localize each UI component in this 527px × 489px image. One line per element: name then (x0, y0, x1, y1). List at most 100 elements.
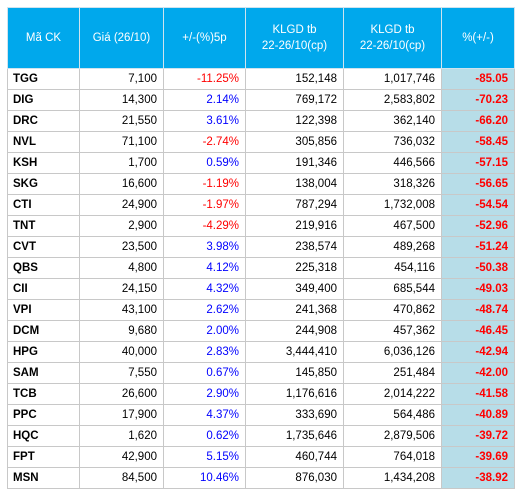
stock-code-cell: HQC (7, 425, 80, 447)
percent-cell: -70.23 (441, 89, 515, 111)
table-row: DIG 14,300 2.14% 769,172 2,583,802 -70.23 (7, 89, 515, 111)
price-cell: 7,550 (79, 362, 164, 384)
price-cell: 24,150 (79, 278, 164, 300)
change-cell: 2.83% (163, 341, 246, 363)
change-cell: 0.59% (163, 152, 246, 174)
table-row: VPI 43,100 2.62% 241,368 470,862 -48.74 (7, 299, 515, 321)
price-cell: 43,100 (79, 299, 164, 321)
volume-2-cell: 467,500 (343, 215, 442, 237)
volume-2-cell: 489,268 (343, 236, 442, 258)
percent-cell: -40.89 (441, 404, 515, 426)
table-row: CII 24,150 4.32% 349,400 685,544 -49.03 (7, 278, 515, 300)
table-row: HPG 40,000 2.83% 3,444,410 6,036,126 -42.94 (7, 341, 515, 363)
volume-2-cell: 764,018 (343, 446, 442, 468)
percent-cell: -54.54 (441, 194, 515, 216)
price-cell: 2,900 (79, 215, 164, 237)
table-row: QBS 4,800 4.12% 225,318 454,116 -50.38 (7, 257, 515, 279)
price-cell: 16,600 (79, 173, 164, 195)
volume-1-cell: 191,346 (245, 152, 344, 174)
table-row: CTI 24,900 -1.97% 787,294 1,732,008 -54.54 (7, 194, 515, 216)
price-cell: 23,500 (79, 236, 164, 258)
table-row: TNT 2,900 -4.29% 219,916 467,500 -52.96 (7, 215, 515, 237)
change-cell: 3.61% (163, 110, 246, 132)
volume-1-cell: 787,294 (245, 194, 344, 216)
header-row: Mã CK Giá (26/10) +/-(%)5p KLGD tb 22-26… (7, 7, 515, 69)
volume-2-cell: 446,566 (343, 152, 442, 174)
volume-2-cell: 2,879,506 (343, 425, 442, 447)
volume-1-cell: 769,172 (245, 89, 344, 111)
change-cell: 2.14% (163, 89, 246, 111)
change-cell: 4.32% (163, 278, 246, 300)
stock-code-cell: FPT (7, 446, 80, 468)
table-row: CVT 23,500 3.98% 238,574 489,268 -51.24 (7, 236, 515, 258)
table-row: SKG 16,600 -1.19% 138,004 318,326 -56.65 (7, 173, 515, 195)
volume-2-cell: 362,140 (343, 110, 442, 132)
volume-2-cell: 564,486 (343, 404, 442, 426)
percent-cell: -38.92 (441, 467, 515, 489)
volume-1-cell: 1,735,646 (245, 425, 344, 447)
percent-cell: -49.03 (441, 278, 515, 300)
percent-cell: -85.05 (441, 68, 515, 90)
stock-code-cell: PPC (7, 404, 80, 426)
header-change: +/-(%)5p (163, 7, 246, 69)
stock-code-cell: TNT (7, 215, 80, 237)
change-cell: 2.00% (163, 320, 246, 342)
percent-cell: -66.20 (441, 110, 515, 132)
percent-cell: -46.45 (441, 320, 515, 342)
volume-1-cell: 244,908 (245, 320, 344, 342)
stock-code-cell: TCB (7, 383, 80, 405)
stock-code-cell: MSN (7, 467, 80, 489)
volume-2-cell: 457,362 (343, 320, 442, 342)
stock-code-cell: VPI (7, 299, 80, 321)
stock-code-cell: DRC (7, 110, 80, 132)
stock-code-cell: HPG (7, 341, 80, 363)
volume-2-cell: 454,116 (343, 257, 442, 279)
price-cell: 24,900 (79, 194, 164, 216)
table-row: TCB 26,600 2.90% 1,176,616 2,014,222 -41.58 (7, 383, 515, 405)
change-cell: -1.97% (163, 194, 246, 216)
price-cell: 7,100 (79, 68, 164, 90)
change-cell: 4.37% (163, 404, 246, 426)
volume-1-cell: 460,744 (245, 446, 344, 468)
percent-cell: -48.74 (441, 299, 515, 321)
percent-cell: -42.94 (441, 341, 515, 363)
stock-code-cell: SKG (7, 173, 80, 195)
percent-cell: -39.72 (441, 425, 515, 447)
volume-1-cell: 333,690 (245, 404, 344, 426)
volume-2-cell: 685,544 (343, 278, 442, 300)
stock-code-cell: CTI (7, 194, 80, 216)
volume-2-cell: 1,434,208 (343, 467, 442, 489)
stock-code-cell: TGG (7, 68, 80, 90)
volume-1-cell: 876,030 (245, 467, 344, 489)
table-row: FPT 42,900 5.15% 460,744 764,018 -39.69 (7, 446, 515, 468)
stock-code-cell: DCM (7, 320, 80, 342)
price-cell: 21,550 (79, 110, 164, 132)
price-cell: 84,500 (79, 467, 164, 489)
percent-cell: -58.45 (441, 131, 515, 153)
volume-2-cell: 1,732,008 (343, 194, 442, 216)
percent-cell: -39.69 (441, 446, 515, 468)
volume-1-cell: 225,318 (245, 257, 344, 279)
price-cell: 4,800 (79, 257, 164, 279)
stock-code-cell: CII (7, 278, 80, 300)
header-price: Giá (26/10) (79, 7, 164, 69)
volume-2-cell: 470,862 (343, 299, 442, 321)
table-row: NVL 71,100 -2.74% 305,856 736,032 -58.45 (7, 131, 515, 153)
volume-2-cell: 251,484 (343, 362, 442, 384)
change-cell: 0.67% (163, 362, 246, 384)
volume-2-cell: 736,032 (343, 131, 442, 153)
volume-2-cell: 318,326 (343, 173, 442, 195)
volume-2-cell: 1,017,746 (343, 68, 442, 90)
price-cell: 40,000 (79, 341, 164, 363)
stock-code-cell: QBS (7, 257, 80, 279)
percent-cell: -50.38 (441, 257, 515, 279)
change-cell: -1.19% (163, 173, 246, 195)
price-cell: 9,680 (79, 320, 164, 342)
volume-1-cell: 305,856 (245, 131, 344, 153)
change-cell: 10.46% (163, 467, 246, 489)
change-cell: 0.62% (163, 425, 246, 447)
price-cell: 42,900 (79, 446, 164, 468)
table-row: HQC 1,620 0.62% 1,735,646 2,879,506 -39.72 (7, 425, 515, 447)
percent-cell: -41.58 (441, 383, 515, 405)
header-percent: %(+/-) (441, 7, 515, 69)
